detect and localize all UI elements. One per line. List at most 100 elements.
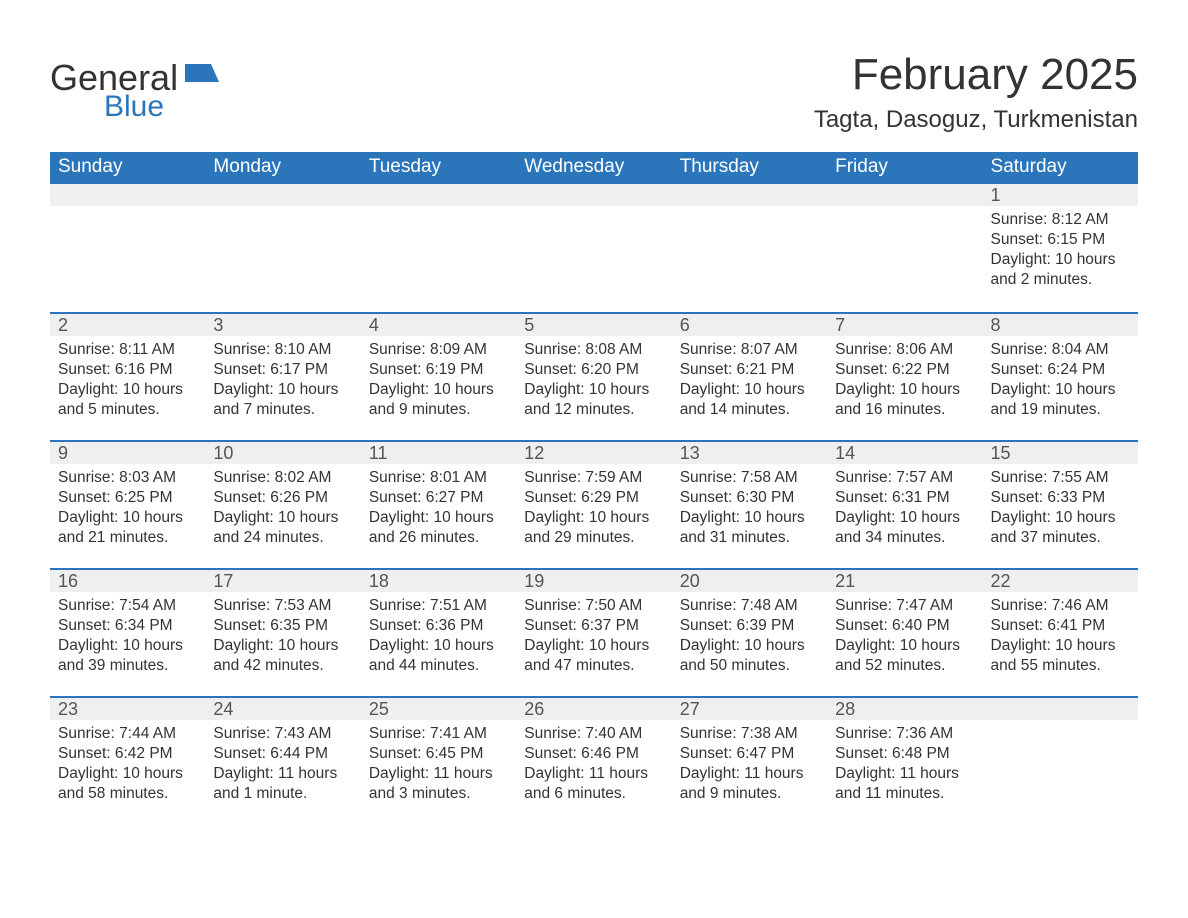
day-number-band: 9 xyxy=(50,442,205,464)
daylight-line: Daylight: 11 hours and 9 minutes. xyxy=(680,764,819,804)
sunset-line: Sunset: 6:44 PM xyxy=(213,744,352,764)
day-cell: 26Sunrise: 7:40 AMSunset: 6:46 PMDayligh… xyxy=(516,698,671,824)
dow-cell: Sunday xyxy=(50,152,205,184)
sunrise-line: Sunrise: 8:06 AM xyxy=(835,340,974,360)
day-details: Sunrise: 8:12 AMSunset: 6:15 PMDaylight:… xyxy=(983,206,1138,299)
day-number-band: 25 xyxy=(361,698,516,720)
sunrise-line: Sunrise: 8:09 AM xyxy=(369,340,508,360)
sunrise-line: Sunrise: 8:04 AM xyxy=(991,340,1130,360)
daylight-line: Daylight: 10 hours and 21 minutes. xyxy=(58,508,197,548)
day-cell xyxy=(361,184,516,312)
dow-cell: Friday xyxy=(827,152,982,184)
sunrise-line: Sunrise: 7:57 AM xyxy=(835,468,974,488)
logo-word-blue: Blue xyxy=(104,92,219,122)
day-number: 24 xyxy=(205,699,233,720)
day-details: Sunrise: 8:09 AMSunset: 6:19 PMDaylight:… xyxy=(361,336,516,429)
daylight-line: Daylight: 10 hours and 47 minutes. xyxy=(524,636,663,676)
daylight-line: Daylight: 10 hours and 39 minutes. xyxy=(58,636,197,676)
day-number: 8 xyxy=(983,315,1001,336)
sunset-line: Sunset: 6:45 PM xyxy=(369,744,508,764)
day-number: 21 xyxy=(827,571,855,592)
day-number-band: 20 xyxy=(672,570,827,592)
day-number: 9 xyxy=(50,443,68,464)
day-number-band: 28 xyxy=(827,698,982,720)
day-details: Sunrise: 7:50 AMSunset: 6:37 PMDaylight:… xyxy=(516,592,671,685)
title-block: February 2025 Tagta, Dasoguz, Turkmenist… xyxy=(814,50,1138,134)
day-number: 23 xyxy=(50,699,78,720)
day-number-band: 11 xyxy=(361,442,516,464)
day-details: Sunrise: 7:38 AMSunset: 6:47 PMDaylight:… xyxy=(672,720,827,813)
day-cell: 2Sunrise: 8:11 AMSunset: 6:16 PMDaylight… xyxy=(50,314,205,440)
sunrise-line: Sunrise: 8:11 AM xyxy=(58,340,197,360)
daylight-line: Daylight: 11 hours and 1 minute. xyxy=(213,764,352,804)
daylight-line: Daylight: 10 hours and 50 minutes. xyxy=(680,636,819,676)
sunset-line: Sunset: 6:33 PM xyxy=(991,488,1130,508)
day-details: Sunrise: 7:54 AMSunset: 6:34 PMDaylight:… xyxy=(50,592,205,685)
sunrise-line: Sunrise: 7:54 AM xyxy=(58,596,197,616)
day-number: 28 xyxy=(827,699,855,720)
day-number: 15 xyxy=(983,443,1011,464)
day-number: 20 xyxy=(672,571,700,592)
logo: General Blue xyxy=(50,50,219,122)
day-number-band: 23 xyxy=(50,698,205,720)
day-number-band xyxy=(361,184,516,206)
day-number: 10 xyxy=(205,443,233,464)
day-cell: 17Sunrise: 7:53 AMSunset: 6:35 PMDayligh… xyxy=(205,570,360,696)
day-cell: 4Sunrise: 8:09 AMSunset: 6:19 PMDaylight… xyxy=(361,314,516,440)
sunset-line: Sunset: 6:16 PM xyxy=(58,360,197,380)
sunrise-line: Sunrise: 8:02 AM xyxy=(213,468,352,488)
day-number-band xyxy=(516,184,671,206)
day-number: 13 xyxy=(672,443,700,464)
day-cell: 13Sunrise: 7:58 AMSunset: 6:30 PMDayligh… xyxy=(672,442,827,568)
sunrise-line: Sunrise: 7:36 AM xyxy=(835,724,974,744)
header: General Blue February 2025 Tagta, Dasogu… xyxy=(50,50,1138,134)
day-details: Sunrise: 7:59 AMSunset: 6:29 PMDaylight:… xyxy=(516,464,671,557)
sunrise-line: Sunrise: 7:58 AM xyxy=(680,468,819,488)
daylight-line: Daylight: 10 hours and 7 minutes. xyxy=(213,380,352,420)
day-number-band: 4 xyxy=(361,314,516,336)
day-number: 5 xyxy=(516,315,534,336)
calendar: SundayMondayTuesdayWednesdayThursdayFrid… xyxy=(50,152,1138,824)
day-cell: 9Sunrise: 8:03 AMSunset: 6:25 PMDaylight… xyxy=(50,442,205,568)
day-number: 2 xyxy=(50,315,68,336)
sunset-line: Sunset: 6:42 PM xyxy=(58,744,197,764)
day-number: 6 xyxy=(672,315,690,336)
day-number: 16 xyxy=(50,571,78,592)
sunset-line: Sunset: 6:20 PM xyxy=(524,360,663,380)
dow-cell: Saturday xyxy=(983,152,1138,184)
dow-cell: Tuesday xyxy=(361,152,516,184)
sunrise-line: Sunrise: 8:10 AM xyxy=(213,340,352,360)
location-subtitle: Tagta, Dasoguz, Turkmenistan xyxy=(814,106,1138,134)
day-number: 17 xyxy=(205,571,233,592)
day-number-band: 17 xyxy=(205,570,360,592)
day-cell: 23Sunrise: 7:44 AMSunset: 6:42 PMDayligh… xyxy=(50,698,205,824)
daylight-line: Daylight: 10 hours and 19 minutes. xyxy=(991,380,1130,420)
daylight-line: Daylight: 10 hours and 55 minutes. xyxy=(991,636,1130,676)
sunrise-line: Sunrise: 7:40 AM xyxy=(524,724,663,744)
week-row: 1Sunrise: 8:12 AMSunset: 6:15 PMDaylight… xyxy=(50,184,1138,312)
day-cell: 6Sunrise: 8:07 AMSunset: 6:21 PMDaylight… xyxy=(672,314,827,440)
daylight-line: Daylight: 10 hours and 16 minutes. xyxy=(835,380,974,420)
day-cell: 22Sunrise: 7:46 AMSunset: 6:41 PMDayligh… xyxy=(983,570,1138,696)
day-cell: 12Sunrise: 7:59 AMSunset: 6:29 PMDayligh… xyxy=(516,442,671,568)
day-number-band: 24 xyxy=(205,698,360,720)
day-cell xyxy=(672,184,827,312)
day-number-band: 3 xyxy=(205,314,360,336)
logo-flag-icon xyxy=(185,60,219,86)
day-details: Sunrise: 8:07 AMSunset: 6:21 PMDaylight:… xyxy=(672,336,827,429)
day-cell: 25Sunrise: 7:41 AMSunset: 6:45 PMDayligh… xyxy=(361,698,516,824)
day-number-band xyxy=(50,184,205,206)
sunset-line: Sunset: 6:41 PM xyxy=(991,616,1130,636)
day-number-band: 18 xyxy=(361,570,516,592)
day-number: 18 xyxy=(361,571,389,592)
sunset-line: Sunset: 6:19 PM xyxy=(369,360,508,380)
sunrise-line: Sunrise: 7:51 AM xyxy=(369,596,508,616)
day-cell: 10Sunrise: 8:02 AMSunset: 6:26 PMDayligh… xyxy=(205,442,360,568)
day-details: Sunrise: 7:43 AMSunset: 6:44 PMDaylight:… xyxy=(205,720,360,813)
day-details: Sunrise: 8:11 AMSunset: 6:16 PMDaylight:… xyxy=(50,336,205,429)
day-details: Sunrise: 7:47 AMSunset: 6:40 PMDaylight:… xyxy=(827,592,982,685)
daylight-line: Daylight: 11 hours and 3 minutes. xyxy=(369,764,508,804)
sunset-line: Sunset: 6:46 PM xyxy=(524,744,663,764)
day-number-band xyxy=(827,184,982,206)
sunrise-line: Sunrise: 7:48 AM xyxy=(680,596,819,616)
